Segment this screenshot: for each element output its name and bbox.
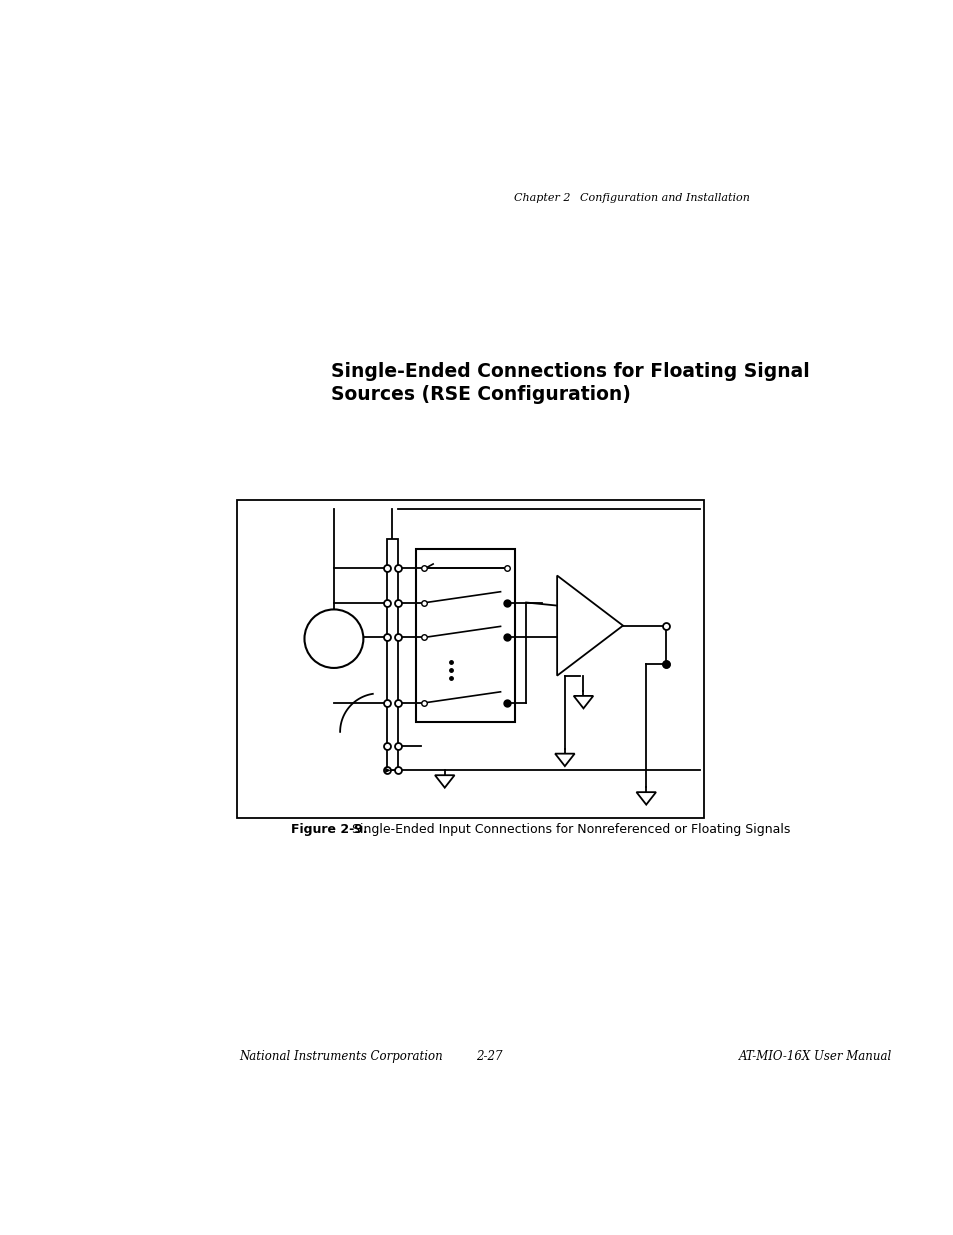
Text: AT-MIO-16X User Manual: AT-MIO-16X User Manual (739, 1050, 892, 1063)
Circle shape (304, 609, 363, 668)
Text: Chapter 2: Chapter 2 (514, 193, 571, 204)
Text: 2-27: 2-27 (476, 1050, 501, 1063)
Text: Sources (RSE Configuration): Sources (RSE Configuration) (331, 385, 630, 404)
Polygon shape (435, 776, 454, 788)
Polygon shape (636, 792, 656, 805)
Text: Figure 2-9.: Figure 2-9. (291, 824, 368, 836)
Bar (386, 538, 397, 771)
Bar (236, 500, 703, 818)
Text: Single-Ended Input Connections for Nonreferenced or Floating Signals: Single-Ended Input Connections for Nonre… (344, 824, 789, 836)
Text: Configuration and Installation: Configuration and Installation (579, 193, 749, 204)
Polygon shape (385, 768, 390, 773)
Text: Single-Ended Connections for Floating Signal: Single-Ended Connections for Floating Si… (331, 362, 809, 382)
Bar (416, 548, 514, 721)
Text: National Instruments Corporation: National Instruments Corporation (239, 1050, 442, 1063)
Polygon shape (555, 753, 574, 766)
Polygon shape (557, 576, 622, 676)
Polygon shape (573, 695, 593, 709)
